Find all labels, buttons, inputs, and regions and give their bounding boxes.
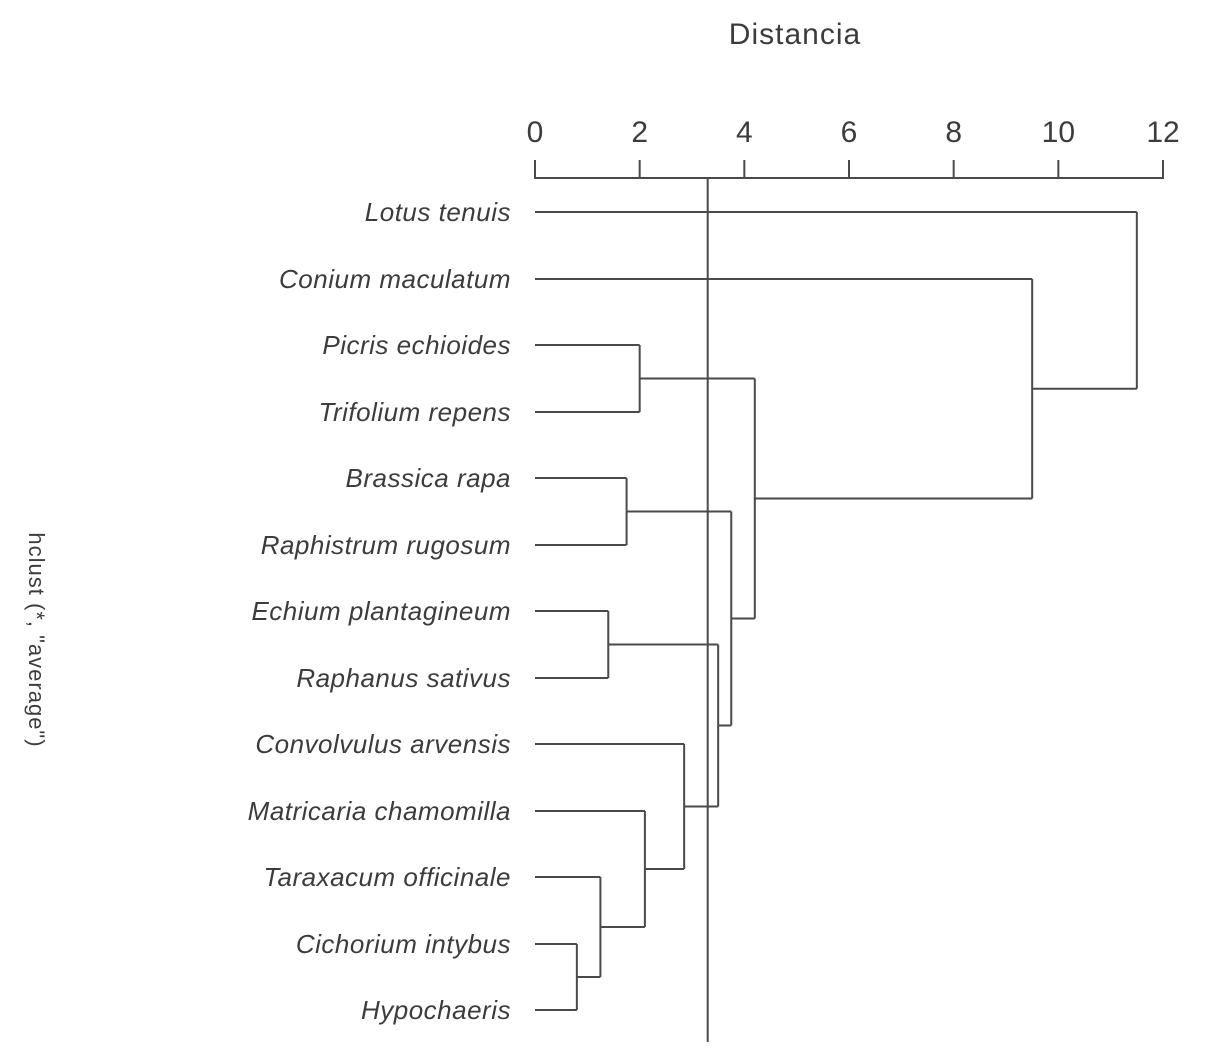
leaf-label: Cichorium intybus bbox=[296, 929, 511, 959]
leaf-label: Picris echioides bbox=[322, 330, 511, 360]
leaf-label: Raphanus sativus bbox=[296, 663, 511, 693]
leaf-label: Lotus tenuis bbox=[365, 197, 511, 227]
axis-tick-label: 6 bbox=[841, 116, 858, 149]
leaf-label: Matricaria chamomilla bbox=[248, 796, 511, 826]
axis-tick-label: 12 bbox=[1146, 116, 1179, 149]
axis-tick-label: 2 bbox=[631, 116, 648, 149]
leaf-label: Conium maculatum bbox=[279, 264, 511, 294]
axis-tick-label: 10 bbox=[1042, 116, 1075, 149]
leaf-label: Brassica rapa bbox=[346, 463, 511, 493]
leaf-label: Trifolium repens bbox=[319, 397, 511, 427]
axis-tick-label: 8 bbox=[945, 116, 962, 149]
axis-tick-label: 4 bbox=[736, 116, 753, 149]
axis-tick-label: 0 bbox=[527, 116, 544, 149]
leaf-label: Hypochaeris bbox=[361, 995, 511, 1025]
leaf-label: Echium plantagineum bbox=[251, 596, 511, 626]
leaf-label: Taraxacum officinale bbox=[264, 862, 512, 892]
leaf-label: Raphistrum rugosum bbox=[261, 530, 511, 560]
leaf-label: Convolvulus arvensis bbox=[255, 729, 511, 759]
chart-title: Distancia bbox=[728, 18, 862, 51]
